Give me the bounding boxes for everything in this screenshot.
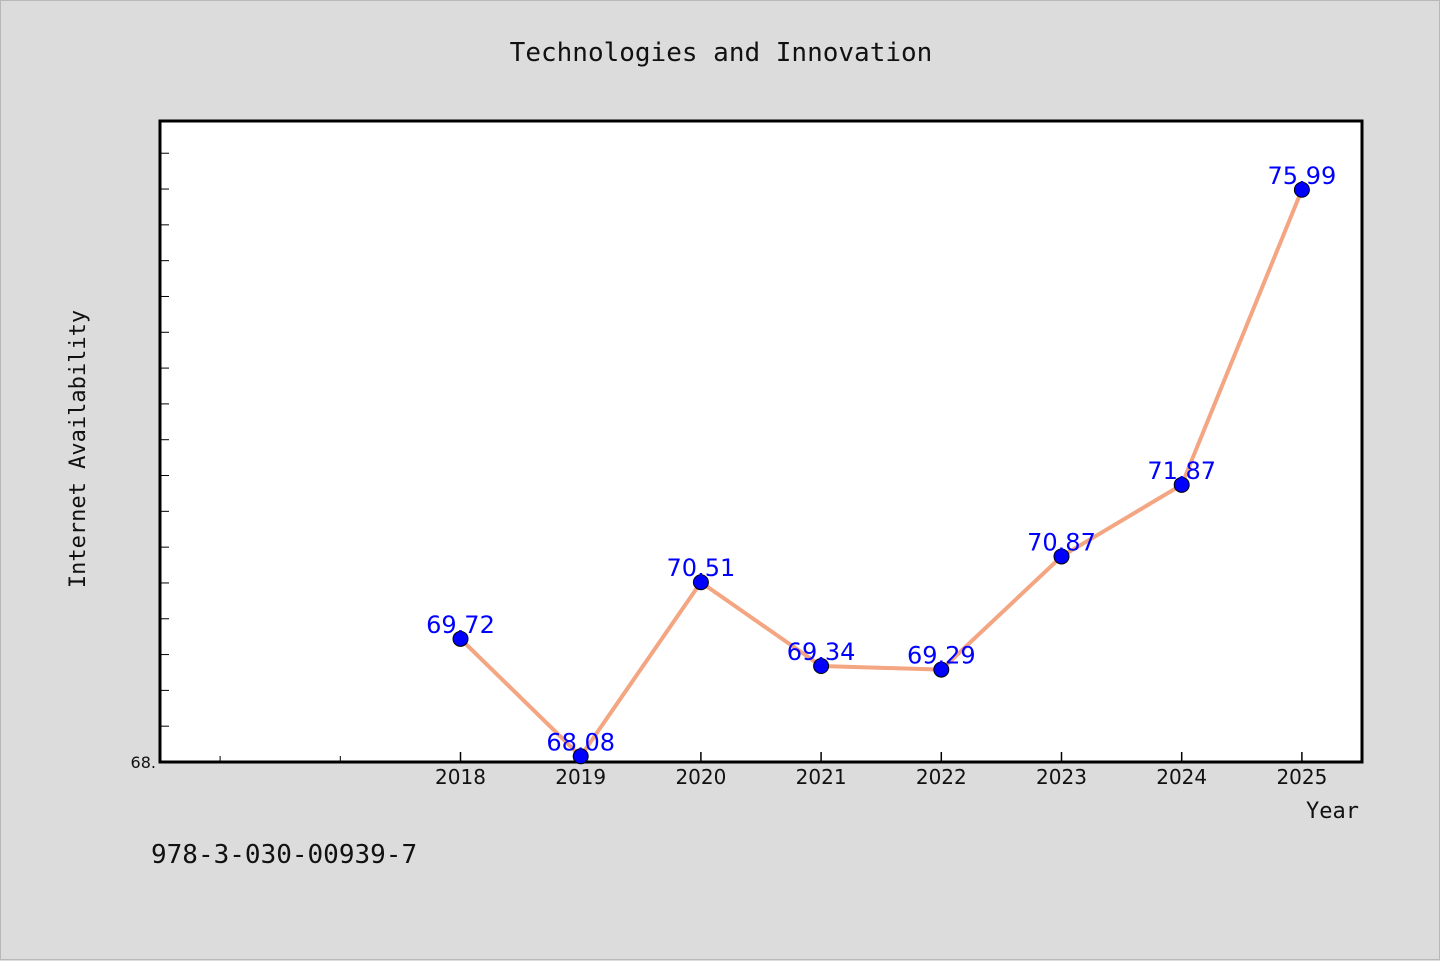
data-point-2020 [692,574,709,591]
data-label-2020: 70.51 [667,554,736,582]
x-tick-label-2018: 2018 [435,765,486,789]
x-tick-label-2024: 2024 [1156,765,1207,789]
data-point-2024 [1173,476,1190,493]
data-label-2019: 68.08 [546,728,615,756]
data-label-2018: 69.72 [426,611,495,639]
data-point-2018 [452,630,469,647]
x-tick-label-2019: 2019 [555,765,606,789]
data-label-2021: 69.34 [787,638,856,666]
data-label-2022: 69.29 [907,642,976,670]
data-point-2023 [1053,548,1070,565]
series-line [459,189,1304,759]
series-layer [452,181,1310,765]
data-label-2024: 71.87 [1147,457,1216,485]
x-tick-label-2021: 2021 [796,765,847,789]
plot-area [160,121,1362,762]
x-tick-label-2023: 2023 [1036,765,1087,789]
x-axis-ticks: 2018 2019 2020 2021 2022 2023 2024 2025 [219,752,1327,789]
data-point-2021 [813,658,830,675]
data-label-2025: 75.99 [1268,162,1337,190]
y-axis-label: Internet Availability [66,310,91,588]
data-labels: 69.72 68.08 70.51 69.34 69.29 70.87 71.87 75.99 [426,162,1336,757]
x-axis-label: Year [1306,799,1359,824]
x-tick-label-2025: 2025 [1276,765,1327,789]
x-tick-label-2022: 2022 [916,765,967,789]
data-point-2019 [572,748,589,765]
data-point-2022 [933,661,950,678]
x-tick-label-2020: 2020 [675,765,726,789]
y-tick-label-0: 68. [131,753,156,772]
isbn-text: 978-3-030-00939-7 [151,840,417,870]
plot-frame [158,119,1364,764]
data-label-2023: 70.87 [1027,528,1096,556]
data-point-2025 [1293,181,1310,198]
chart-title: Technologies and Innovation [510,38,933,68]
